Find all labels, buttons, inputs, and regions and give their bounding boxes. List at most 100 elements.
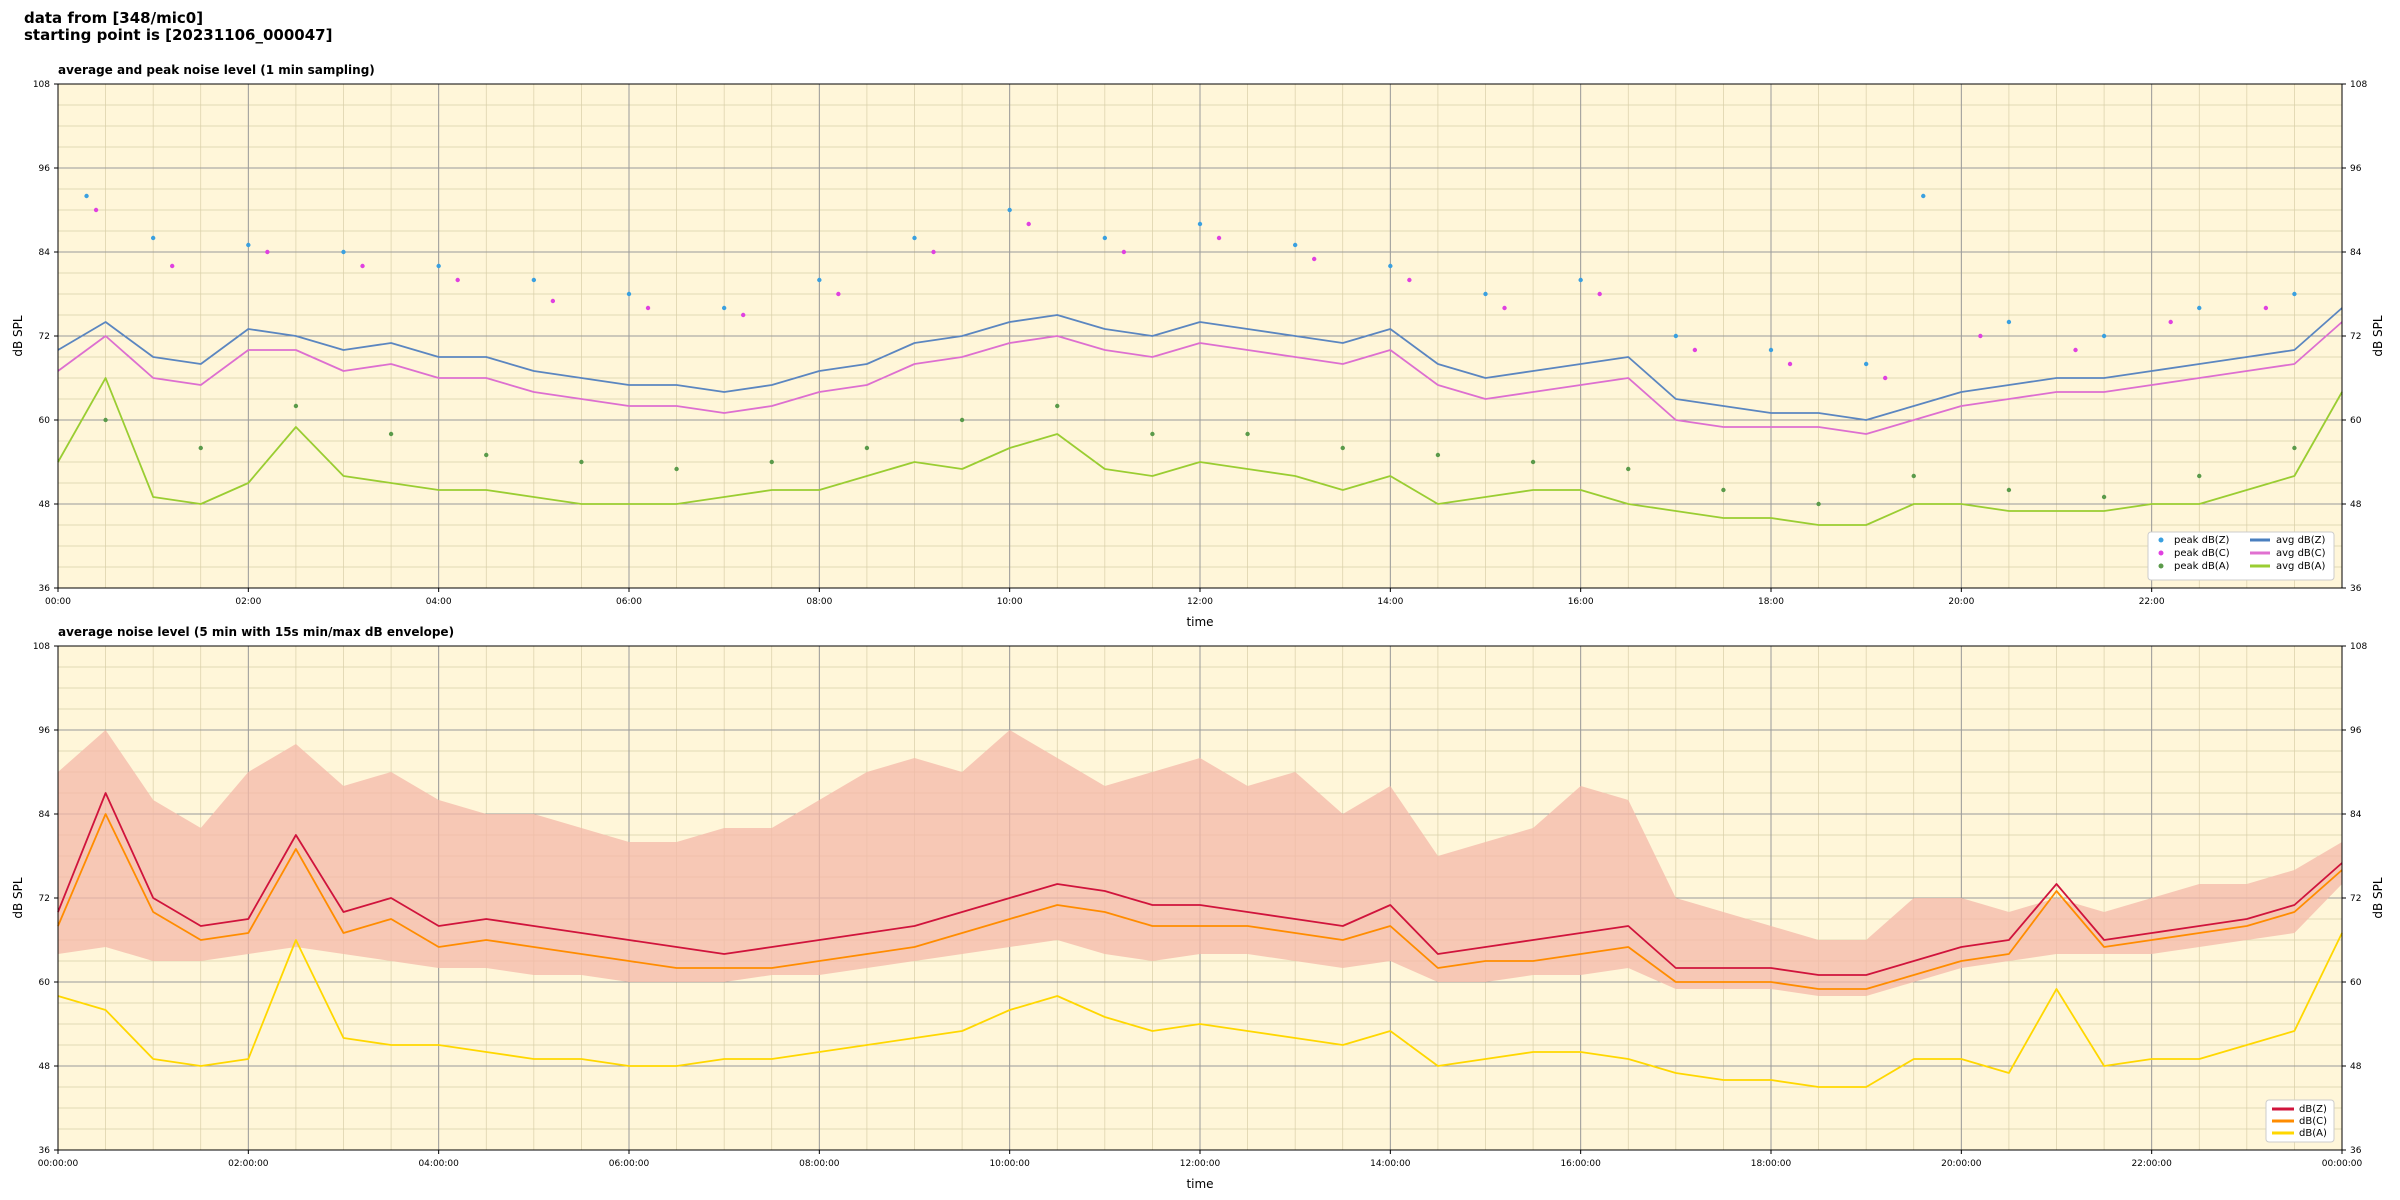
point-peak-db-z- bbox=[1292, 242, 1298, 248]
xtick-label: 00:00 bbox=[45, 597, 71, 607]
point-peak-db-z- bbox=[1388, 263, 1393, 269]
ytick-label-right: 36 bbox=[2350, 584, 2362, 594]
xtick-label: 10:00:00 bbox=[989, 1159, 1030, 1169]
point-peak-db-c- bbox=[1121, 249, 1127, 255]
point-peak-db-c- bbox=[1502, 305, 1507, 311]
ytick-label: 48 bbox=[39, 1062, 51, 1072]
point-peak-db-c- bbox=[2073, 347, 2078, 353]
point-peak-db-z- bbox=[1921, 193, 1926, 199]
point-peak-db-a- bbox=[1626, 466, 1631, 472]
xtick-label: 08:00 bbox=[806, 597, 832, 607]
legend-label: dB(Z) bbox=[2299, 1104, 2327, 1115]
xtick-label: 14:00:00 bbox=[1370, 1159, 1411, 1169]
point-peak-db-a- bbox=[1721, 487, 1726, 493]
point-peak-db-z- bbox=[1102, 235, 1108, 241]
ytick-label: 36 bbox=[39, 584, 51, 594]
xtick-label: 18:00:00 bbox=[1751, 1159, 1792, 1169]
legend: peak dB(Z) peak dB(C) peak dB(A) avg dB(Z) a… bbox=[2147, 531, 2335, 581]
ytick-label: 84 bbox=[39, 810, 51, 820]
ytick-label-right: 48 bbox=[2350, 500, 2362, 510]
point-peak-db-c- bbox=[2263, 305, 2269, 311]
header-line-source: data from [348/mic0] bbox=[24, 9, 204, 27]
ytick-label-right: 108 bbox=[2350, 80, 2367, 90]
y-axis-label: dB SPL bbox=[11, 877, 25, 919]
ytick-label-right: 72 bbox=[2350, 894, 2361, 904]
point-peak-db-a- bbox=[2292, 445, 2297, 451]
x-axis-label: time bbox=[1186, 1177, 1213, 1191]
series-line-avg-db-z- bbox=[57, 307, 2343, 421]
point-peak-db-c- bbox=[1978, 333, 1983, 339]
xtick-label: 04:00:00 bbox=[418, 1159, 459, 1169]
point-peak-db-a- bbox=[2101, 494, 2107, 500]
point-peak-db-c- bbox=[1407, 277, 1412, 283]
ytick-label-right: 96 bbox=[2350, 164, 2362, 174]
chart-panel-2: 36 36 48 48 60 60 72 72 84 84 96 96 108 108 00:00:00 02… bbox=[11, 625, 2385, 1191]
point-peak-db-c- bbox=[931, 249, 936, 255]
point-peak-db-z- bbox=[2006, 319, 2012, 325]
x-axis-label: time bbox=[1186, 615, 1213, 629]
point-peak-db-a- bbox=[2006, 487, 2012, 493]
ytick-label: 108 bbox=[33, 80, 50, 90]
ytick-label-right: 108 bbox=[2350, 642, 2367, 652]
legend-label: avg dB(A) bbox=[2276, 561, 2326, 572]
point-peak-db-c- bbox=[550, 298, 556, 304]
ytick-label: 60 bbox=[39, 978, 51, 988]
ytick-label-right: 72 bbox=[2350, 332, 2361, 342]
xtick-label: 20:00 bbox=[1948, 597, 1974, 607]
point-peak-db-z- bbox=[1578, 277, 1583, 283]
point-peak-db-z- bbox=[1863, 361, 1869, 367]
legend-label: peak dB(A) bbox=[2174, 561, 2230, 572]
xtick-label: 04:00 bbox=[426, 597, 452, 607]
ytick-label: 84 bbox=[39, 248, 51, 258]
point-peak-db-c- bbox=[1597, 291, 1602, 297]
chart-title: average and peak noise level (1 min samp… bbox=[58, 63, 375, 77]
xtick-label: 06:00:00 bbox=[609, 1159, 650, 1169]
point-peak-db-a- bbox=[1435, 452, 1441, 458]
point-peak-db-c- bbox=[1216, 235, 1222, 241]
xtick-label: 16:00:00 bbox=[1560, 1159, 1601, 1169]
point-peak-db-c- bbox=[1787, 361, 1793, 367]
series-line-avg-db-a- bbox=[57, 377, 2343, 526]
ytick-label: 96 bbox=[39, 164, 51, 174]
point-peak-db-z- bbox=[721, 305, 727, 311]
xtick-label: 14:00 bbox=[1377, 597, 1403, 607]
xtick-label: 22:00 bbox=[2139, 597, 2165, 607]
xtick-label: 22:00:00 bbox=[2131, 1159, 2172, 1169]
point-peak-db-a- bbox=[1340, 445, 1345, 451]
xtick-label: 16:00 bbox=[1568, 597, 1594, 607]
xtick-label: 20:00:00 bbox=[1941, 1159, 1982, 1169]
ytick-label-right: 84 bbox=[2350, 248, 2362, 258]
ytick-label: 48 bbox=[39, 500, 51, 510]
point-peak-db-c- bbox=[1026, 221, 1031, 227]
ytick-label-right: 96 bbox=[2350, 726, 2362, 736]
series-line-avg-db-c- bbox=[57, 321, 2343, 435]
point-peak-db-a- bbox=[1150, 431, 1155, 437]
legend-marker bbox=[2158, 537, 2164, 543]
xtick-label: 00:00:00 bbox=[38, 1159, 79, 1169]
point-peak-db-z- bbox=[1768, 347, 1774, 353]
point-peak-db-z- bbox=[246, 242, 251, 248]
xtick-label: 00:00:00 bbox=[2322, 1159, 2363, 1169]
ytick-label: 96 bbox=[39, 726, 51, 736]
legend-label: peak dB(C) bbox=[2174, 548, 2230, 559]
y-axis-label: dB SPL bbox=[11, 315, 25, 357]
y-axis-label-right: dB SPL bbox=[2371, 315, 2385, 357]
ytick-label: 72 bbox=[39, 894, 50, 904]
point-peak-db-a- bbox=[388, 431, 394, 437]
point-peak-db-c- bbox=[645, 305, 651, 311]
header-line-start: starting point is [20231106_000047] bbox=[24, 26, 333, 44]
ytick-label: 60 bbox=[39, 416, 51, 426]
point-peak-db-z- bbox=[1197, 221, 1203, 227]
ytick-label: 108 bbox=[33, 642, 50, 652]
point-peak-db-z- bbox=[912, 235, 917, 241]
point-peak-db-c- bbox=[836, 291, 841, 297]
point-peak-db-a- bbox=[103, 417, 108, 423]
point-peak-db-z- bbox=[341, 249, 346, 255]
ytick-label-right: 60 bbox=[2350, 416, 2362, 426]
chart-title: average noise level (5 min with 15s min/… bbox=[58, 625, 454, 639]
ytick-label: 72 bbox=[39, 332, 50, 342]
chart-panel-1: 36 36 48 48 60 60 72 72 84 84 96 96 108 108 00:00 02:00… bbox=[11, 63, 2385, 629]
point-peak-db-z- bbox=[84, 193, 89, 199]
ytick-label: 36 bbox=[39, 1146, 51, 1156]
legend-label: avg dB(C) bbox=[2276, 548, 2326, 559]
